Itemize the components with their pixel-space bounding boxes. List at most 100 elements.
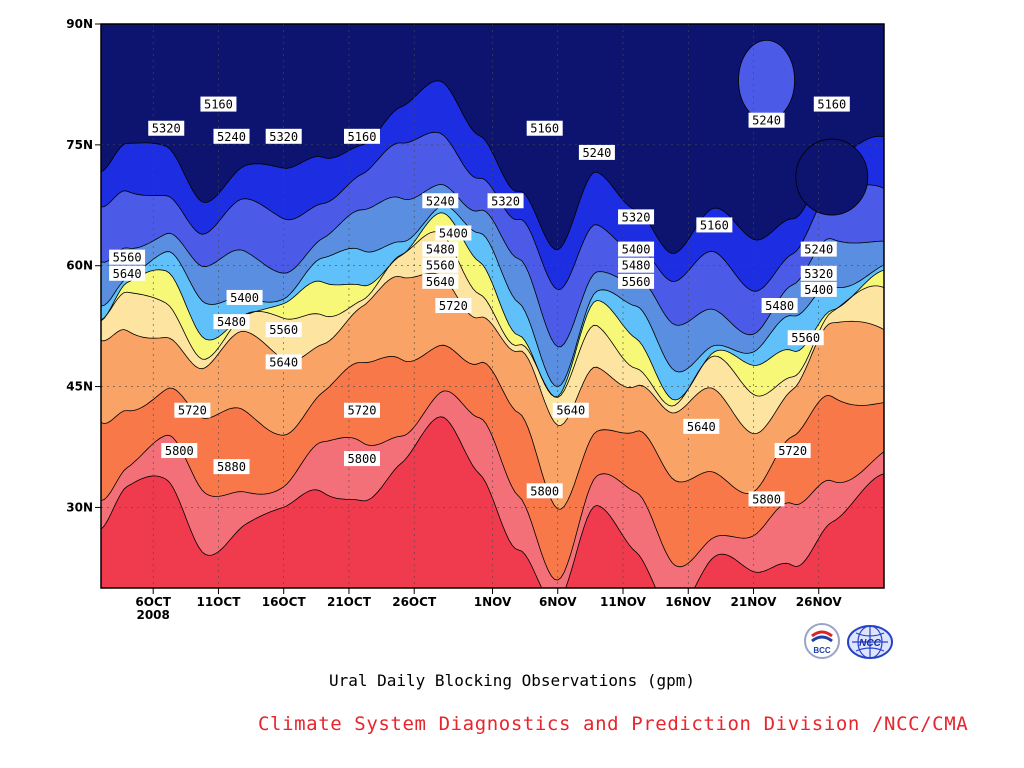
contour-label-text: 5640 xyxy=(687,420,716,434)
x-tick-label: 16OCT xyxy=(262,595,307,609)
contour-label: 5640 xyxy=(422,273,459,289)
contour-label-box xyxy=(761,298,798,313)
contour-label: 5560 xyxy=(265,322,302,338)
contour-label-text: 5640 xyxy=(556,404,585,418)
x-tick-label: 11NOV xyxy=(600,595,647,609)
contour-label-text: 5320 xyxy=(269,130,298,144)
contour-label-box xyxy=(344,402,380,418)
contour-label-text: 5480 xyxy=(622,259,651,273)
contour-label-text: 5400 xyxy=(439,226,468,240)
contour-label-text: 5800 xyxy=(530,484,559,498)
contour-label-box xyxy=(552,402,589,418)
contour-label: 5160 xyxy=(200,96,237,112)
contour-label-text: 5480 xyxy=(426,243,455,257)
credit-line: Climate System Diagnostics and Predictio… xyxy=(258,713,969,735)
contour-label-box xyxy=(109,265,146,281)
contour-label-box xyxy=(344,451,380,467)
contour-label-text: 5720 xyxy=(439,299,468,313)
contour-label-text: 5640 xyxy=(426,275,455,289)
contour-label-box xyxy=(748,112,785,128)
contour-label: 5800 xyxy=(526,483,563,499)
contour-label-text: 5880 xyxy=(217,460,246,474)
x-tick-sublabel: 2008 xyxy=(136,608,169,622)
contour-line-5320 xyxy=(101,184,884,348)
contour-label: 5240 xyxy=(800,241,837,257)
contour-label-box xyxy=(618,257,655,273)
y-tick-label: 45N xyxy=(66,380,93,394)
contour-label: 5720 xyxy=(435,298,472,313)
contour-label: 5320 xyxy=(148,120,185,136)
contour-label-box xyxy=(161,443,198,459)
contour-label-text: 5320 xyxy=(804,267,833,281)
contour-label-box xyxy=(487,193,524,209)
contour-label-text: 5720 xyxy=(348,404,377,418)
contour-label-box xyxy=(683,418,720,434)
contour-label-box xyxy=(344,128,380,144)
contour-label: 5320 xyxy=(265,128,302,144)
contour-label-text: 5240 xyxy=(217,130,246,144)
contour-label-box xyxy=(213,314,250,330)
contour-label-box xyxy=(213,128,250,144)
contour-label-box xyxy=(213,459,250,475)
chart-title: Ural Daily Blocking Observations (gpm) xyxy=(328,671,696,690)
contour-label: 5240 xyxy=(748,112,785,128)
contour-label: 5400 xyxy=(435,225,472,241)
x-tick-label: 6NOV xyxy=(539,595,577,609)
contour-label-text: 5640 xyxy=(269,355,298,369)
x-tick-label: 6OCT xyxy=(135,595,171,609)
contour-label-box xyxy=(800,281,837,297)
ncc-logo: NCC xyxy=(846,624,894,664)
contour-label-box xyxy=(265,128,302,144)
closed-low-5160 xyxy=(795,138,869,216)
x-tick-label: 1NOV xyxy=(474,595,512,609)
contour-label: 5320 xyxy=(618,209,655,225)
y-tick-label: 90N xyxy=(66,17,93,31)
contour-label-text: 5560 xyxy=(269,323,298,337)
grid-layer xyxy=(101,24,884,588)
contour-label: 5400 xyxy=(226,289,263,305)
contour-label-box xyxy=(774,443,811,459)
contour-label-box xyxy=(174,402,211,418)
contour-label-box xyxy=(618,273,655,289)
bcc-logo: BCC xyxy=(803,622,841,664)
contour-label-box xyxy=(526,483,563,499)
contour-label-text: 5720 xyxy=(778,444,807,458)
contour-label: 5480 xyxy=(618,257,655,273)
contour-label-text: 5240 xyxy=(582,146,611,160)
contour-label-text: 5800 xyxy=(348,452,377,466)
contour-label-box xyxy=(422,273,459,289)
contour-label: 5320 xyxy=(800,265,837,281)
contour-label: 5160 xyxy=(526,120,563,136)
contour-label-text: 5480 xyxy=(765,299,794,313)
contour-label: 5480 xyxy=(422,241,459,257)
y-tick-label: 30N xyxy=(66,500,93,514)
contour-line-5160 xyxy=(101,80,884,254)
contour-label-box xyxy=(422,241,459,257)
contour-label: 5640 xyxy=(109,265,146,281)
contour-label-text: 5160 xyxy=(530,122,559,136)
contour-label-text: 5560 xyxy=(426,259,455,273)
contour-band-10 xyxy=(101,416,884,588)
contour-label-text: 5480 xyxy=(217,315,246,329)
contour-label-text: 5640 xyxy=(113,267,142,281)
contour-label-text: 5800 xyxy=(752,492,781,506)
y-tick-label: 75N xyxy=(66,138,93,152)
contour-label: 5160 xyxy=(696,217,733,233)
contour-label: 5400 xyxy=(800,281,837,297)
contour-label-text: 5560 xyxy=(791,331,820,345)
contour-label-text: 5160 xyxy=(817,98,846,112)
contour-label-box xyxy=(226,289,263,305)
contour-label: 5880 xyxy=(213,459,250,475)
contour-label-text: 5240 xyxy=(752,114,781,128)
contour-label-text: 5320 xyxy=(152,122,181,136)
contour-label-box xyxy=(265,322,302,338)
contour-label-box xyxy=(422,257,459,273)
contour-label-text: 5560 xyxy=(622,275,651,289)
contour-label-text: 5400 xyxy=(230,291,259,305)
contour-label: 5480 xyxy=(213,314,250,330)
y-tick-label: 60N xyxy=(66,259,93,273)
contour-label-text: 5160 xyxy=(700,218,729,232)
contour-label: 5240 xyxy=(422,193,459,209)
contour-label-box xyxy=(200,96,237,112)
